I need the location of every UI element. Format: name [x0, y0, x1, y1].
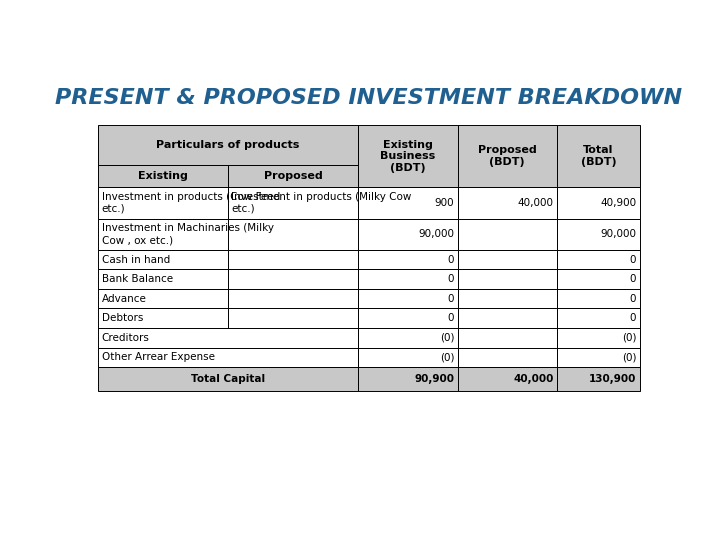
Text: Advance: Advance — [102, 294, 147, 303]
Text: 0: 0 — [630, 313, 636, 323]
Text: (0): (0) — [440, 352, 454, 362]
Bar — [99, 250, 228, 269]
Bar — [557, 367, 639, 391]
Bar — [457, 308, 557, 328]
Text: Existing
Business
(BDT): Existing Business (BDT) — [380, 140, 436, 173]
Bar — [228, 219, 358, 250]
Bar — [557, 289, 639, 308]
Bar — [358, 367, 457, 391]
Bar — [99, 187, 228, 219]
Bar — [457, 348, 557, 367]
Text: 90,000: 90,000 — [600, 230, 636, 239]
Text: Cash in hand: Cash in hand — [102, 254, 170, 265]
Text: 90,000: 90,000 — [418, 230, 454, 239]
Bar — [99, 219, 228, 250]
Text: 0: 0 — [448, 294, 454, 303]
Bar — [99, 125, 358, 165]
Bar — [358, 328, 457, 348]
Bar — [557, 187, 639, 219]
Text: (0): (0) — [622, 333, 636, 343]
Text: 0: 0 — [630, 294, 636, 303]
Bar — [228, 308, 358, 328]
Text: Other Arrear Expense: Other Arrear Expense — [102, 352, 215, 362]
Text: Creditors: Creditors — [102, 333, 150, 343]
Text: Investment in products (Milky Cow
etc.): Investment in products (Milky Cow etc.) — [232, 192, 412, 214]
Bar — [358, 187, 457, 219]
Text: 130,900: 130,900 — [589, 374, 636, 384]
Text: 0: 0 — [448, 254, 454, 265]
Bar — [358, 289, 457, 308]
Bar — [358, 250, 457, 269]
Text: 0: 0 — [630, 274, 636, 284]
Bar — [228, 187, 358, 219]
Bar — [557, 219, 639, 250]
Text: Proposed: Proposed — [264, 171, 323, 181]
Bar — [557, 125, 639, 187]
Text: 900: 900 — [435, 198, 454, 208]
Text: 40,000: 40,000 — [518, 198, 554, 208]
Text: Particulars of products: Particulars of products — [156, 140, 300, 150]
Bar — [99, 165, 228, 187]
Text: 0: 0 — [448, 313, 454, 323]
Text: 40,900: 40,900 — [600, 198, 636, 208]
Bar — [228, 269, 358, 289]
Text: (0): (0) — [440, 333, 454, 343]
Text: (0): (0) — [622, 352, 636, 362]
Bar — [358, 269, 457, 289]
Bar — [358, 219, 457, 250]
Bar — [228, 165, 358, 187]
Bar — [99, 348, 358, 367]
Text: Bank Balance: Bank Balance — [102, 274, 173, 284]
Bar — [557, 250, 639, 269]
Bar — [358, 125, 457, 187]
Text: Investment in products (Cow Feed
etc.): Investment in products (Cow Feed etc.) — [102, 192, 280, 214]
Bar — [457, 125, 557, 187]
Bar — [228, 289, 358, 308]
Text: PRESENT & PROPOSED INVESTMENT BREAKDOWN: PRESENT & PROPOSED INVESTMENT BREAKDOWN — [55, 87, 683, 107]
Bar — [99, 308, 228, 328]
Bar — [358, 348, 457, 367]
Text: Debtors: Debtors — [102, 313, 143, 323]
Bar — [557, 269, 639, 289]
Bar — [457, 289, 557, 308]
Bar — [557, 308, 639, 328]
Bar — [99, 269, 228, 289]
Bar — [99, 367, 358, 391]
Text: 40,000: 40,000 — [513, 374, 554, 384]
Bar — [557, 328, 639, 348]
Bar — [457, 250, 557, 269]
Bar — [457, 367, 557, 391]
Bar — [99, 328, 358, 348]
Text: Existing: Existing — [138, 171, 188, 181]
Bar — [457, 269, 557, 289]
Text: 90,900: 90,900 — [414, 374, 454, 384]
Text: Total Capital: Total Capital — [191, 374, 265, 384]
Bar — [557, 348, 639, 367]
Bar — [457, 328, 557, 348]
Text: Proposed
(BDT): Proposed (BDT) — [478, 145, 536, 167]
Bar — [457, 219, 557, 250]
Bar — [358, 308, 457, 328]
Text: 0: 0 — [448, 274, 454, 284]
Bar — [99, 289, 228, 308]
Bar — [457, 187, 557, 219]
Text: 0: 0 — [630, 254, 636, 265]
Text: Total
(BDT): Total (BDT) — [580, 145, 616, 167]
Text: Investment in Machinaries (Milky
Cow , ox etc.): Investment in Machinaries (Milky Cow , o… — [102, 224, 274, 245]
Bar — [228, 250, 358, 269]
